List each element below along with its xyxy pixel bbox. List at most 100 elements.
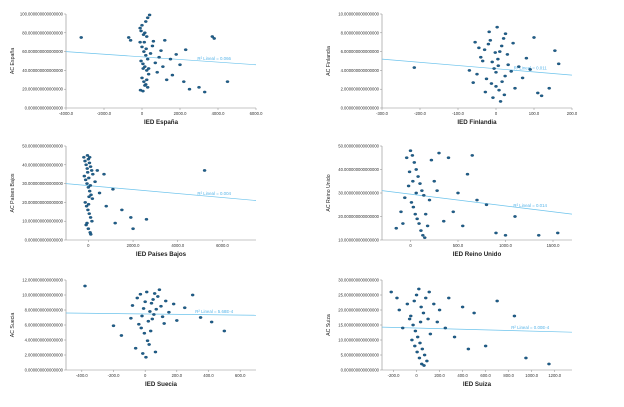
data-point <box>460 305 465 309</box>
x-tick-label: 6000.0 <box>250 111 263 116</box>
data-point <box>475 72 479 76</box>
y-tick-label: 10.000000000000000 <box>338 12 379 17</box>
data-point <box>190 293 195 297</box>
data-point <box>413 344 417 348</box>
data-point <box>500 80 504 84</box>
x-axis-title: IED Suiza <box>463 381 492 388</box>
y-axis-title: AC Finlandia <box>326 46 332 76</box>
data-point <box>133 346 138 350</box>
y-axis-title: AC Países Bajos <box>10 173 16 212</box>
data-point <box>141 62 145 66</box>
y-axis-title: AC Suiza <box>326 314 332 336</box>
fit-line <box>65 51 257 66</box>
data-point <box>93 180 97 184</box>
data-point <box>471 81 475 84</box>
data-point <box>517 65 521 68</box>
y-tick-label: 30.000000000000000 <box>22 181 63 186</box>
data-point <box>90 197 95 200</box>
data-point <box>168 57 173 61</box>
data-point <box>511 41 515 45</box>
data-point <box>84 163 88 167</box>
data-point <box>425 359 429 363</box>
data-point <box>489 82 494 85</box>
y-tick-label: 60.000000000000000 <box>22 49 63 54</box>
data-point <box>505 53 510 56</box>
data-point <box>141 89 145 93</box>
data-point <box>472 311 476 315</box>
fit-line <box>381 58 573 76</box>
data-point <box>420 347 425 351</box>
data-point <box>141 307 146 310</box>
data-point <box>407 170 412 174</box>
x-tick-label: 600.0 <box>480 373 491 378</box>
x-tick-label: 1200.0 <box>548 373 561 378</box>
data-point <box>183 48 188 52</box>
data-point <box>389 290 393 294</box>
data-point <box>414 293 419 297</box>
data-point <box>406 184 411 188</box>
data-point <box>399 210 403 214</box>
y-tick-label: 0.000000000000000 <box>25 368 64 373</box>
fit-line <box>381 190 573 215</box>
x-tick-label: -100.0 <box>452 111 465 116</box>
data-point <box>88 184 93 187</box>
data-point <box>157 288 162 292</box>
data-point <box>556 62 561 66</box>
data-point <box>441 219 446 223</box>
x-tick-label: -4000.0 <box>59 111 74 116</box>
data-point <box>466 347 471 351</box>
data-point <box>410 338 414 342</box>
data-point <box>79 36 83 39</box>
data-point <box>411 205 416 209</box>
data-point <box>484 77 489 81</box>
data-point <box>152 313 156 316</box>
data-point <box>513 86 517 90</box>
data-point <box>146 72 151 76</box>
fit-line <box>381 326 573 333</box>
data-point <box>401 222 405 225</box>
data-point <box>499 44 504 48</box>
x-tick-label: 800.0 <box>503 373 514 378</box>
y-tick-label: 4.000000000000000 <box>341 68 380 73</box>
scatter-panel-3: 0 2000.0 4000.0 6000.0 0.000000000000000 10.0… <box>10 144 257 258</box>
data-point <box>404 156 409 160</box>
data-point <box>417 287 421 291</box>
data-point <box>482 48 487 52</box>
data-point <box>422 236 427 239</box>
data-point <box>139 326 143 330</box>
x-tick-label: 0 <box>415 373 418 378</box>
data-point <box>87 161 92 165</box>
data-point <box>412 299 416 303</box>
data-point <box>426 317 430 321</box>
x-axis-title: IED Países Bajos <box>136 251 187 258</box>
data-point <box>159 49 163 53</box>
data-point <box>137 322 141 326</box>
data-point <box>400 326 405 330</box>
scatter-panel-6: -200.0 0 200.0 400.0 600.0 800.0 1000.0 1200.0 0… <box>326 278 573 388</box>
data-point <box>151 298 155 301</box>
data-point <box>497 88 501 92</box>
data-point <box>145 57 150 61</box>
y-tick-label: 2.000000000000000 <box>25 353 64 358</box>
data-point <box>421 233 425 237</box>
data-point <box>419 305 423 309</box>
data-point <box>417 222 421 225</box>
data-point <box>182 80 186 84</box>
data-point <box>143 84 147 87</box>
x-tick-label: 400.0 <box>457 373 468 378</box>
data-point <box>151 39 156 43</box>
data-point <box>495 25 499 29</box>
data-point <box>418 341 422 345</box>
data-point <box>435 189 439 192</box>
x-tick-label: -200.0 <box>414 111 427 116</box>
data-point <box>146 67 151 70</box>
data-point <box>429 158 434 162</box>
data-point <box>178 63 182 67</box>
x-tick-label: 500.0 <box>453 243 464 248</box>
data-point <box>520 76 525 80</box>
data-point <box>465 172 470 176</box>
data-point <box>413 212 417 216</box>
y-tick-label: 15.000000000000000 <box>338 323 379 328</box>
data-point <box>524 356 528 360</box>
